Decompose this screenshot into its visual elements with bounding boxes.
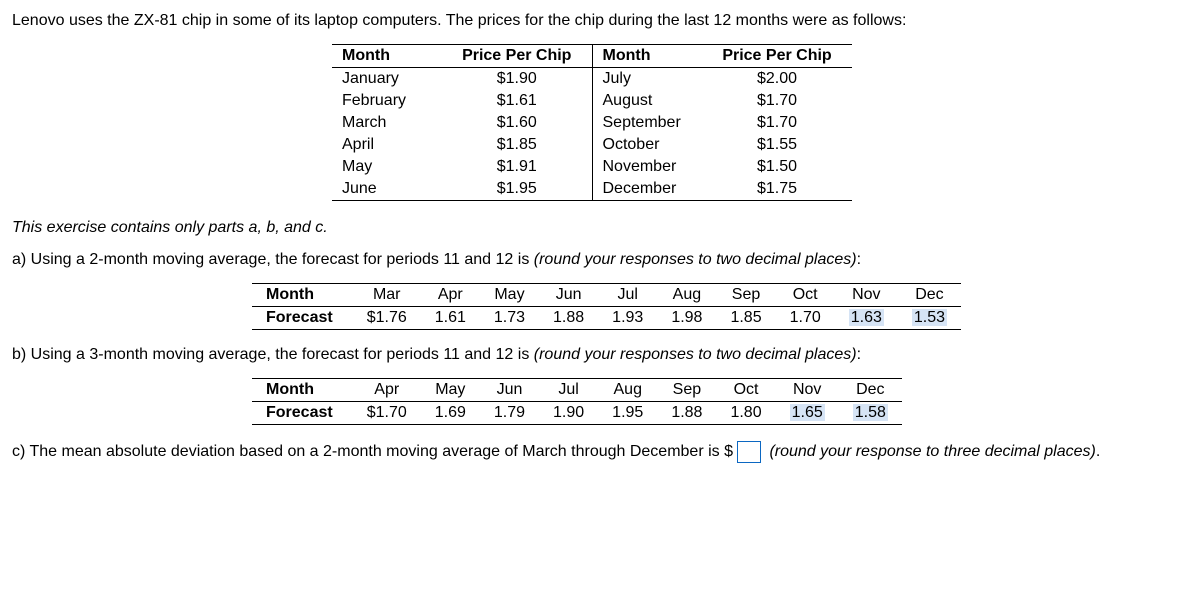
- forecast-month: Jul: [598, 284, 657, 307]
- part-b-prompt: b) Using a 3-month moving average, the f…: [12, 346, 1188, 364]
- price-cell: April: [332, 134, 442, 156]
- forecast-month: Mar: [353, 284, 421, 307]
- forecast-month: Nov: [776, 379, 839, 402]
- forecast-month: Aug: [598, 379, 657, 402]
- price-cell: $1.50: [702, 156, 852, 178]
- part-c-prompt: c) The mean absolute deviation based on …: [12, 441, 1188, 463]
- forecast-month: Apr: [421, 284, 480, 307]
- forecast-value: 1.90: [539, 402, 598, 425]
- price-cell: $1.70: [702, 90, 852, 112]
- price-cell: January: [332, 68, 442, 91]
- price-table-container: Month Price Per Chip Month Price Per Chi…: [332, 44, 1188, 201]
- forecast-month: Dec: [898, 284, 961, 307]
- price-cell: December: [592, 178, 702, 201]
- forecast-month: Nov: [835, 284, 898, 307]
- forecast-value: $1.70: [353, 402, 421, 425]
- part-c-hint: (round your response to three decimal pl…: [769, 443, 1095, 460]
- forecast-month: May: [480, 284, 539, 307]
- part-a-text: a) Using a 2-month moving average, the f…: [12, 251, 534, 268]
- forecast-value: 1.65: [776, 402, 839, 425]
- price-header: Month: [592, 45, 702, 68]
- forecast-b-table: MonthAprMayJunJulAugSepOctNovDec Forecast…: [252, 378, 902, 425]
- forecast-value: $1.76: [353, 307, 421, 330]
- price-cell: $1.85: [442, 134, 592, 156]
- forecast-month: Sep: [657, 379, 716, 402]
- price-cell: June: [332, 178, 442, 201]
- parts-note: This exercise contains only parts a, b, …: [12, 219, 1188, 237]
- price-cell: July: [592, 68, 702, 91]
- forecast-value: 1.95: [598, 402, 657, 425]
- forecast-value: 1.88: [657, 402, 716, 425]
- problem-intro: Lenovo uses the ZX-81 chip in some of it…: [12, 12, 1188, 30]
- forecast-value: 1.80: [716, 402, 775, 425]
- price-cell: $1.90: [442, 68, 592, 91]
- part-a-colon: :: [857, 251, 861, 268]
- forecast-month: Dec: [839, 379, 902, 402]
- forecast-value: 1.69: [421, 402, 480, 425]
- price-cell: $1.70: [702, 112, 852, 134]
- price-cell: March: [332, 112, 442, 134]
- forecast-b-container: MonthAprMayJunJulAugSepOctNovDec Forecast…: [252, 378, 1188, 425]
- forecast-a-table: MonthMarAprMayJunJulAugSepOctNovDec Forec…: [252, 283, 961, 330]
- forecast-value: 1.63: [835, 307, 898, 330]
- forecast-value: 1.70: [776, 307, 835, 330]
- forecast-value: 1.93: [598, 307, 657, 330]
- price-cell: October: [592, 134, 702, 156]
- forecast-value: 1.79: [480, 402, 539, 425]
- price-cell: September: [592, 112, 702, 134]
- forecast-month: Jun: [539, 284, 598, 307]
- part-c-text: c) The mean absolute deviation based on …: [12, 443, 733, 460]
- forecast-value: 1.98: [657, 307, 716, 330]
- forecast-month: Aug: [657, 284, 716, 307]
- highlighted-answer: 1.65: [790, 404, 825, 421]
- price-cell: $1.75: [702, 178, 852, 201]
- highlighted-answer: 1.58: [853, 404, 888, 421]
- forecast-month: Sep: [716, 284, 775, 307]
- price-header: Month: [332, 45, 442, 68]
- price-header: Price Per Chip: [702, 45, 852, 68]
- forecast-month: Oct: [776, 284, 835, 307]
- forecast-month: Jun: [480, 379, 539, 402]
- price-cell: August: [592, 90, 702, 112]
- part-c-period: .: [1096, 443, 1100, 460]
- part-b-colon: :: [857, 346, 861, 363]
- part-a-hint: (round your responses to two decimal pla…: [534, 251, 857, 268]
- price-cell: $1.60: [442, 112, 592, 134]
- forecast-a-container: MonthMarAprMayJunJulAugSepOctNovDec Forec…: [252, 283, 1188, 330]
- highlighted-answer: 1.63: [849, 309, 884, 326]
- price-cell: $1.61: [442, 90, 592, 112]
- highlighted-answer: 1.53: [912, 309, 947, 326]
- answer-input[interactable]: [737, 441, 761, 463]
- price-cell: $1.91: [442, 156, 592, 178]
- price-cell: February: [332, 90, 442, 112]
- price-cell: $2.00: [702, 68, 852, 91]
- forecast-value: 1.61: [421, 307, 480, 330]
- forecast-month: Oct: [716, 379, 775, 402]
- price-cell: November: [592, 156, 702, 178]
- forecast-value: 1.73: [480, 307, 539, 330]
- forecast-row-label: Forecast: [252, 402, 353, 425]
- part-a-prompt: a) Using a 2-month moving average, the f…: [12, 251, 1188, 269]
- price-cell: May: [332, 156, 442, 178]
- forecast-value: 1.85: [716, 307, 775, 330]
- forecast-row-label: Forecast: [252, 307, 353, 330]
- part-b-hint: (round your responses to two decimal pla…: [534, 346, 857, 363]
- forecast-value: 1.53: [898, 307, 961, 330]
- forecast-value: 1.58: [839, 402, 902, 425]
- forecast-month: May: [421, 379, 480, 402]
- price-cell: $1.55: [702, 134, 852, 156]
- price-header: Price Per Chip: [442, 45, 592, 68]
- price-table: Month Price Per Chip Month Price Per Chi…: [332, 44, 852, 201]
- price-cell: $1.95: [442, 178, 592, 201]
- forecast-header-label: Month: [252, 379, 353, 402]
- forecast-month: Jul: [539, 379, 598, 402]
- forecast-month: Apr: [353, 379, 421, 402]
- part-b-text: b) Using a 3-month moving average, the f…: [12, 346, 534, 363]
- forecast-header-label: Month: [252, 284, 353, 307]
- forecast-value: 1.88: [539, 307, 598, 330]
